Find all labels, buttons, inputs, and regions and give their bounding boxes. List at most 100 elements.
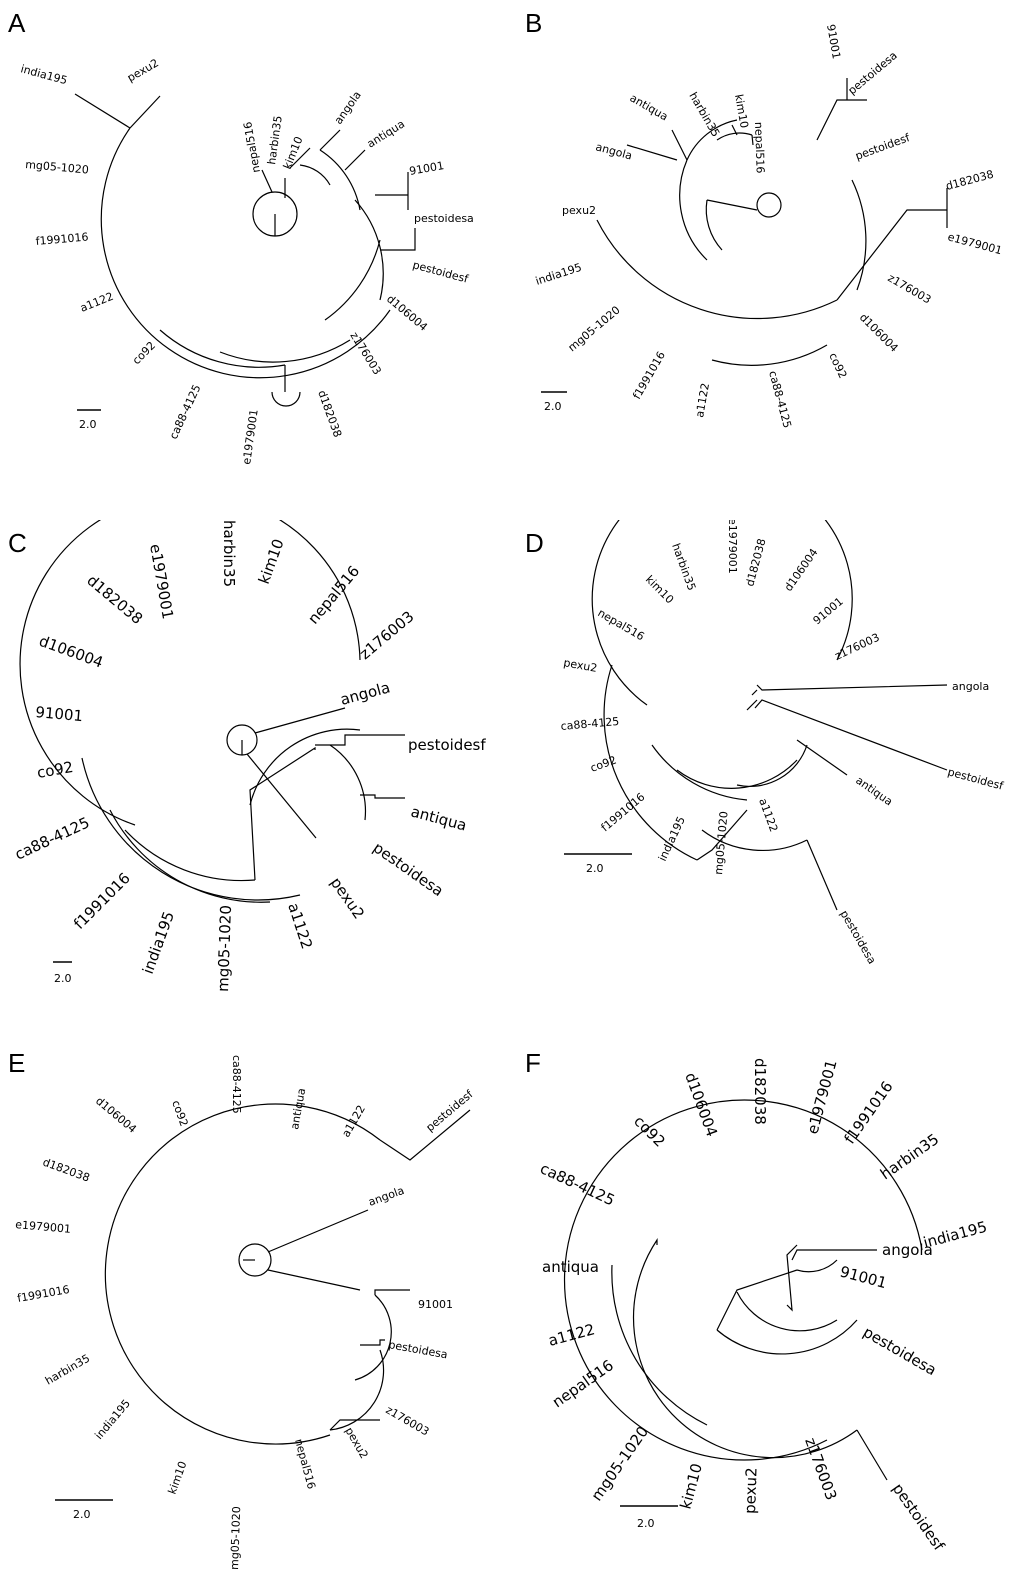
leaf-label: d106004: [782, 546, 821, 594]
leaf-label: nepal516: [549, 1356, 617, 1411]
panel-c: C e1979001 harbin35 kim10 nepal516 z1760…: [0, 520, 507, 1040]
leaf-label: ca88-4125: [560, 715, 620, 733]
leaf-label: d106004: [93, 1094, 139, 1135]
leaf-label: f1991016: [599, 790, 648, 834]
leaf-label: co92: [589, 753, 619, 774]
leaf-label: e1979001: [240, 408, 261, 465]
scale-bar: 2.0: [541, 391, 567, 413]
leaf-label: z176003: [801, 1435, 840, 1502]
scale-label: 2.0: [73, 1508, 91, 1521]
leaf-label: co92: [169, 1099, 190, 1129]
leaf-label: nepal516: [752, 122, 767, 174]
panel-label: C: [8, 528, 27, 558]
leaf-label: ca88-4125: [537, 1159, 617, 1209]
leaf-label: d182038: [743, 537, 768, 588]
leaf-label: pexu2: [342, 1425, 370, 1461]
leaf-label: 91001: [35, 703, 84, 725]
leaf-label: kim10: [643, 573, 676, 606]
panel-label: D: [525, 528, 544, 558]
leaf-label: harbin35: [877, 1130, 942, 1183]
leaf-label: pexu2: [125, 56, 161, 84]
leaf-label: z176003: [384, 1403, 432, 1438]
scale-label: 2.0: [79, 418, 97, 431]
scale-bar: 2.0: [53, 961, 72, 985]
leaf-label: mg05-1020: [25, 158, 90, 176]
leaf-label: a1122: [339, 1103, 368, 1140]
leaf-label: ca88-4125: [167, 383, 204, 442]
panel-a: A pexu2 india195 mg05-1020 f1991016 a112…: [0, 0, 507, 520]
leaf-label: f1991016: [70, 869, 134, 933]
leaf-label: e1979001: [946, 230, 1003, 257]
leaf-label: angola: [594, 140, 633, 162]
leaf-label: z176003: [356, 607, 417, 663]
leaf-label: pexu2: [327, 874, 368, 922]
leaf-label: co92: [826, 351, 849, 381]
leaf-label: pestoidesa: [837, 908, 878, 966]
panel-d: D e1979001 d182038 d106004 91001 z176003…: [507, 520, 1015, 1040]
leaf-label: pestoidesa: [860, 1323, 940, 1379]
leaf-label: d106004: [37, 632, 106, 672]
tree-branches: [563, 1099, 923, 1481]
leaf-label: z176003: [886, 271, 934, 306]
scale-label: 2.0: [54, 972, 72, 985]
leaf-label: d182038: [83, 571, 146, 628]
leaf-label: pestoidesa: [370, 839, 447, 901]
leaf-label: 91001: [838, 1262, 889, 1292]
leaf-label: pestoidesf: [889, 1480, 949, 1555]
leaf-label: f1991016: [630, 349, 668, 401]
leaf-label: india195: [534, 261, 583, 288]
leaf-label: mg05-1020: [566, 303, 623, 354]
leaf-label: a1122: [284, 901, 316, 952]
leaf-label: d106004: [681, 1070, 721, 1139]
leaf-label: d182038: [315, 389, 344, 439]
leaf-label: 91001: [418, 1298, 453, 1311]
leaf-label: 91001: [824, 23, 843, 60]
leaf-label: india195: [656, 814, 688, 863]
leaf-label: 91001: [811, 595, 846, 627]
leaf-label: a1122: [546, 1320, 596, 1350]
panel-label: E: [8, 1048, 25, 1078]
leaf-label: angola: [367, 1184, 406, 1209]
leaf-label: f1991016: [16, 1283, 70, 1305]
leaf-labels: d182038 e1979001 f1991016 harbin35 india…: [537, 1058, 989, 1555]
tree-branches: [591, 520, 948, 911]
leaf-label: d182038: [41, 1156, 91, 1185]
leaf-label: ca88-4125: [766, 369, 794, 429]
leaf-label: pestoidesf: [854, 131, 913, 163]
leaf-label: f1991016: [35, 230, 89, 248]
leaf-label: d182038: [751, 1058, 769, 1125]
leaf-label: harbin35: [265, 115, 285, 166]
panel-f: F d182038 e1979001 f1991016 harbin35 ind…: [507, 1040, 1015, 1569]
leaf-label: co92: [130, 339, 158, 367]
leaf-label: mg05-1020: [588, 1423, 653, 1504]
leaf-label: mg05-1020: [214, 905, 235, 992]
leaf-label: antiqua: [365, 117, 407, 150]
tree-branches: [596, 78, 948, 366]
leaf-label: kim10: [732, 93, 751, 129]
leaf-label: mg05-1020: [712, 811, 730, 876]
leaf-label: ca88-4125: [230, 1055, 243, 1114]
leaf-label: co92: [36, 758, 75, 782]
leaf-label: pestoidesf: [946, 765, 1005, 793]
leaf-label: e1979001: [726, 520, 739, 574]
scale-bar: 2.0: [77, 409, 101, 431]
tree-branches: [104, 1103, 471, 1445]
leaf-label: harbin35: [220, 520, 238, 587]
leaf-label: angola: [882, 1241, 933, 1259]
leaf-label: d106004: [384, 292, 430, 333]
leaf-label: kim10: [255, 536, 288, 586]
leaf-label: mg05-1020: [228, 1506, 243, 1569]
leaf-label: harbin35: [669, 542, 698, 593]
leaf-label: nepal516: [241, 121, 263, 174]
leaf-label: e1979001: [146, 543, 177, 621]
leaf-label: antiqua: [628, 91, 671, 123]
leaf-label: pestoidesa: [414, 212, 474, 225]
leaf-label: india195: [19, 62, 69, 87]
leaf-label: a1122: [78, 290, 115, 315]
leaf-labels: 91001 pestoidesa pestoidesf d182038 e197…: [534, 23, 1004, 429]
scale-bar: 2.0: [55, 1499, 113, 1521]
leaf-label: pestoidesa: [846, 49, 900, 97]
leaf-labels: ca88-4125 antiqua a1122 pestoidesf co92 …: [15, 1055, 477, 1569]
leaf-label: angola: [952, 680, 989, 693]
tree-branches: [19, 520, 405, 903]
